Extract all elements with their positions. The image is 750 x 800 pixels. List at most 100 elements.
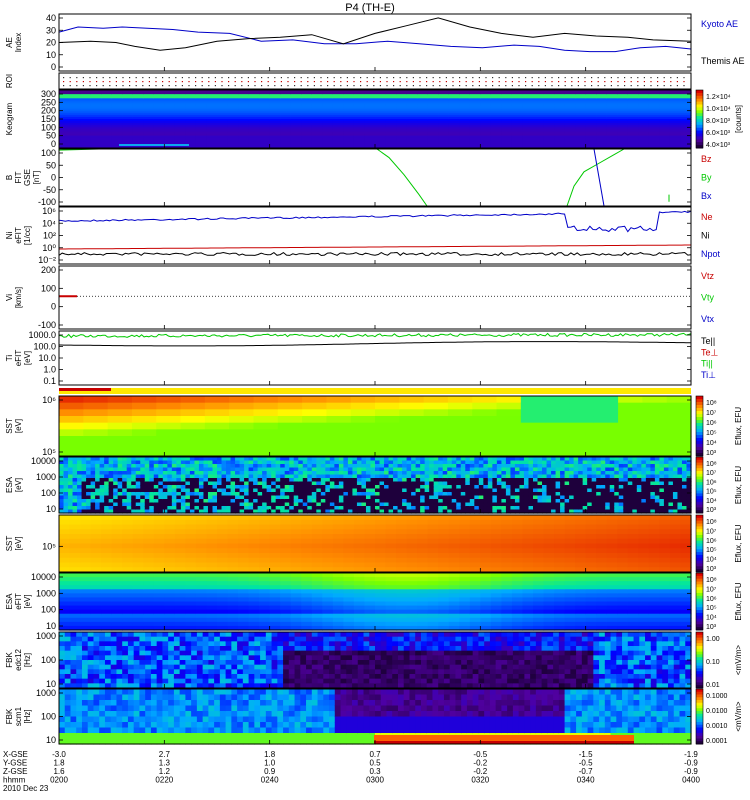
heatmap-cell: [149, 495, 155, 500]
heatmap-cell: [523, 460, 530, 465]
heatmap-cell: [293, 509, 299, 514]
heatmap-cell: [206, 557, 218, 564]
heatmap-cell: [207, 474, 214, 479]
heatmap-cell: [384, 481, 390, 486]
heatmap-cell: [487, 495, 493, 500]
heatmap-cell: [280, 506, 286, 511]
heatmap-cell: [605, 481, 611, 486]
heatmap-cell: [472, 449, 498, 457]
heatmap-cell: [227, 119, 239, 122]
heatmap-cell: [343, 119, 355, 122]
roi-dot: [168, 77, 170, 79]
heatmap-cell: [238, 519, 250, 526]
heatmap-cell: [131, 509, 137, 514]
heatmap-cell: [226, 474, 232, 479]
roi-dot: [505, 81, 507, 83]
heatmap-cell: [238, 529, 250, 535]
heatmap-cell: [487, 481, 493, 486]
heatmap-cell: [311, 502, 317, 507]
heatmap-cell: [442, 481, 448, 486]
heatmap-cell: [207, 467, 214, 472]
heatmap-cell: [77, 457, 83, 462]
heatmap-cell: [275, 478, 281, 483]
roi-dot: [452, 77, 454, 79]
heatmap-cell: [143, 557, 155, 564]
heatmap-cell: [269, 529, 281, 535]
roi-dot: [155, 81, 157, 83]
heatmap-cell: [122, 562, 134, 568]
heatmap-cell: [59, 114, 71, 118]
heatmap-cell: [402, 502, 408, 507]
heatmap-cell: [195, 543, 208, 549]
colorbar-cell: [696, 429, 703, 433]
heatmap-cell: [302, 460, 308, 465]
heatmap-cell: [253, 506, 259, 511]
heatmap-cell: [460, 464, 466, 469]
y-tick-label: 1000: [36, 472, 56, 482]
heatmap-cell: [385, 100, 397, 104]
heatmap-cell: [347, 499, 354, 504]
heatmap-cell: [311, 145, 323, 149]
heatmap-cell: [433, 478, 439, 483]
heatmap-cell: [347, 467, 354, 472]
heatmap-cell: [207, 478, 214, 483]
heatmap-cell: [217, 131, 229, 135]
heatmap-cell: [189, 464, 196, 469]
heatmap-cell: [501, 116, 513, 120]
heatmap-cell: [614, 464, 620, 469]
heatmap-cell: [650, 495, 656, 500]
heatmap-cell: [569, 409, 595, 417]
heatmap-cell: [606, 131, 618, 135]
heatmap-cell: [501, 481, 507, 486]
heatmap-cell: [143, 135, 155, 139]
heatmap-cell: [415, 457, 421, 462]
heatmap-cell: [533, 135, 545, 139]
heatmap-cell: [370, 509, 376, 514]
heatmap-cell: [364, 133, 376, 137]
heatmap-cell: [364, 108, 376, 112]
heatmap-cell: [459, 139, 471, 143]
heatmap-cell: [365, 481, 372, 486]
heatmap-cell: [293, 460, 299, 465]
heatmap-cell: [149, 481, 155, 486]
colorbar-cell: [696, 101, 703, 105]
heatmap-cell: [519, 471, 525, 476]
heatmap-cell: [573, 495, 579, 500]
heatmap-cell: [143, 548, 155, 554]
heatmap-cell: [325, 509, 331, 514]
heatmap-cell: [523, 495, 530, 500]
heatmap-cell: [427, 129, 439, 133]
heatmap-cell: [126, 464, 132, 469]
colorbar-cell: [696, 510, 703, 514]
heatmap-cell: [59, 119, 71, 122]
heatmap-cell: [393, 509, 399, 514]
heatmap-cell: [271, 474, 277, 479]
heatmap-cell: [375, 509, 381, 514]
heatmap-cell: [578, 457, 584, 462]
heatmap-cell: [632, 478, 638, 483]
heatmap-cell: [617, 123, 629, 126]
roi-dot: [525, 77, 527, 79]
heatmap-cell: [174, 529, 186, 535]
heatmap-cell: [364, 116, 376, 120]
heatmap-cell: [510, 495, 516, 500]
roi-dot: [280, 85, 282, 87]
heatmap-cell: [618, 474, 624, 479]
heatmap-cell: [585, 96, 597, 99]
heatmap-cell: [582, 471, 588, 476]
heatmap-cell: [385, 96, 397, 99]
heatmap-cell: [560, 506, 566, 511]
heatmap-cell: [582, 492, 588, 497]
heatmap-cell: [659, 460, 665, 465]
heatmap-cell: [379, 506, 385, 511]
heatmap-cell: [533, 106, 545, 110]
heatmap-cell: [648, 131, 660, 135]
heatmap-cell: [546, 506, 552, 511]
heatmap-cell: [669, 116, 682, 120]
heatmap-cell: [546, 495, 552, 500]
roi-dot: [89, 85, 91, 87]
heatmap-cell: [364, 139, 376, 143]
heatmap-cell: [108, 492, 114, 497]
heatmap-cell: [203, 471, 209, 476]
heatmap-cell: [329, 485, 335, 490]
